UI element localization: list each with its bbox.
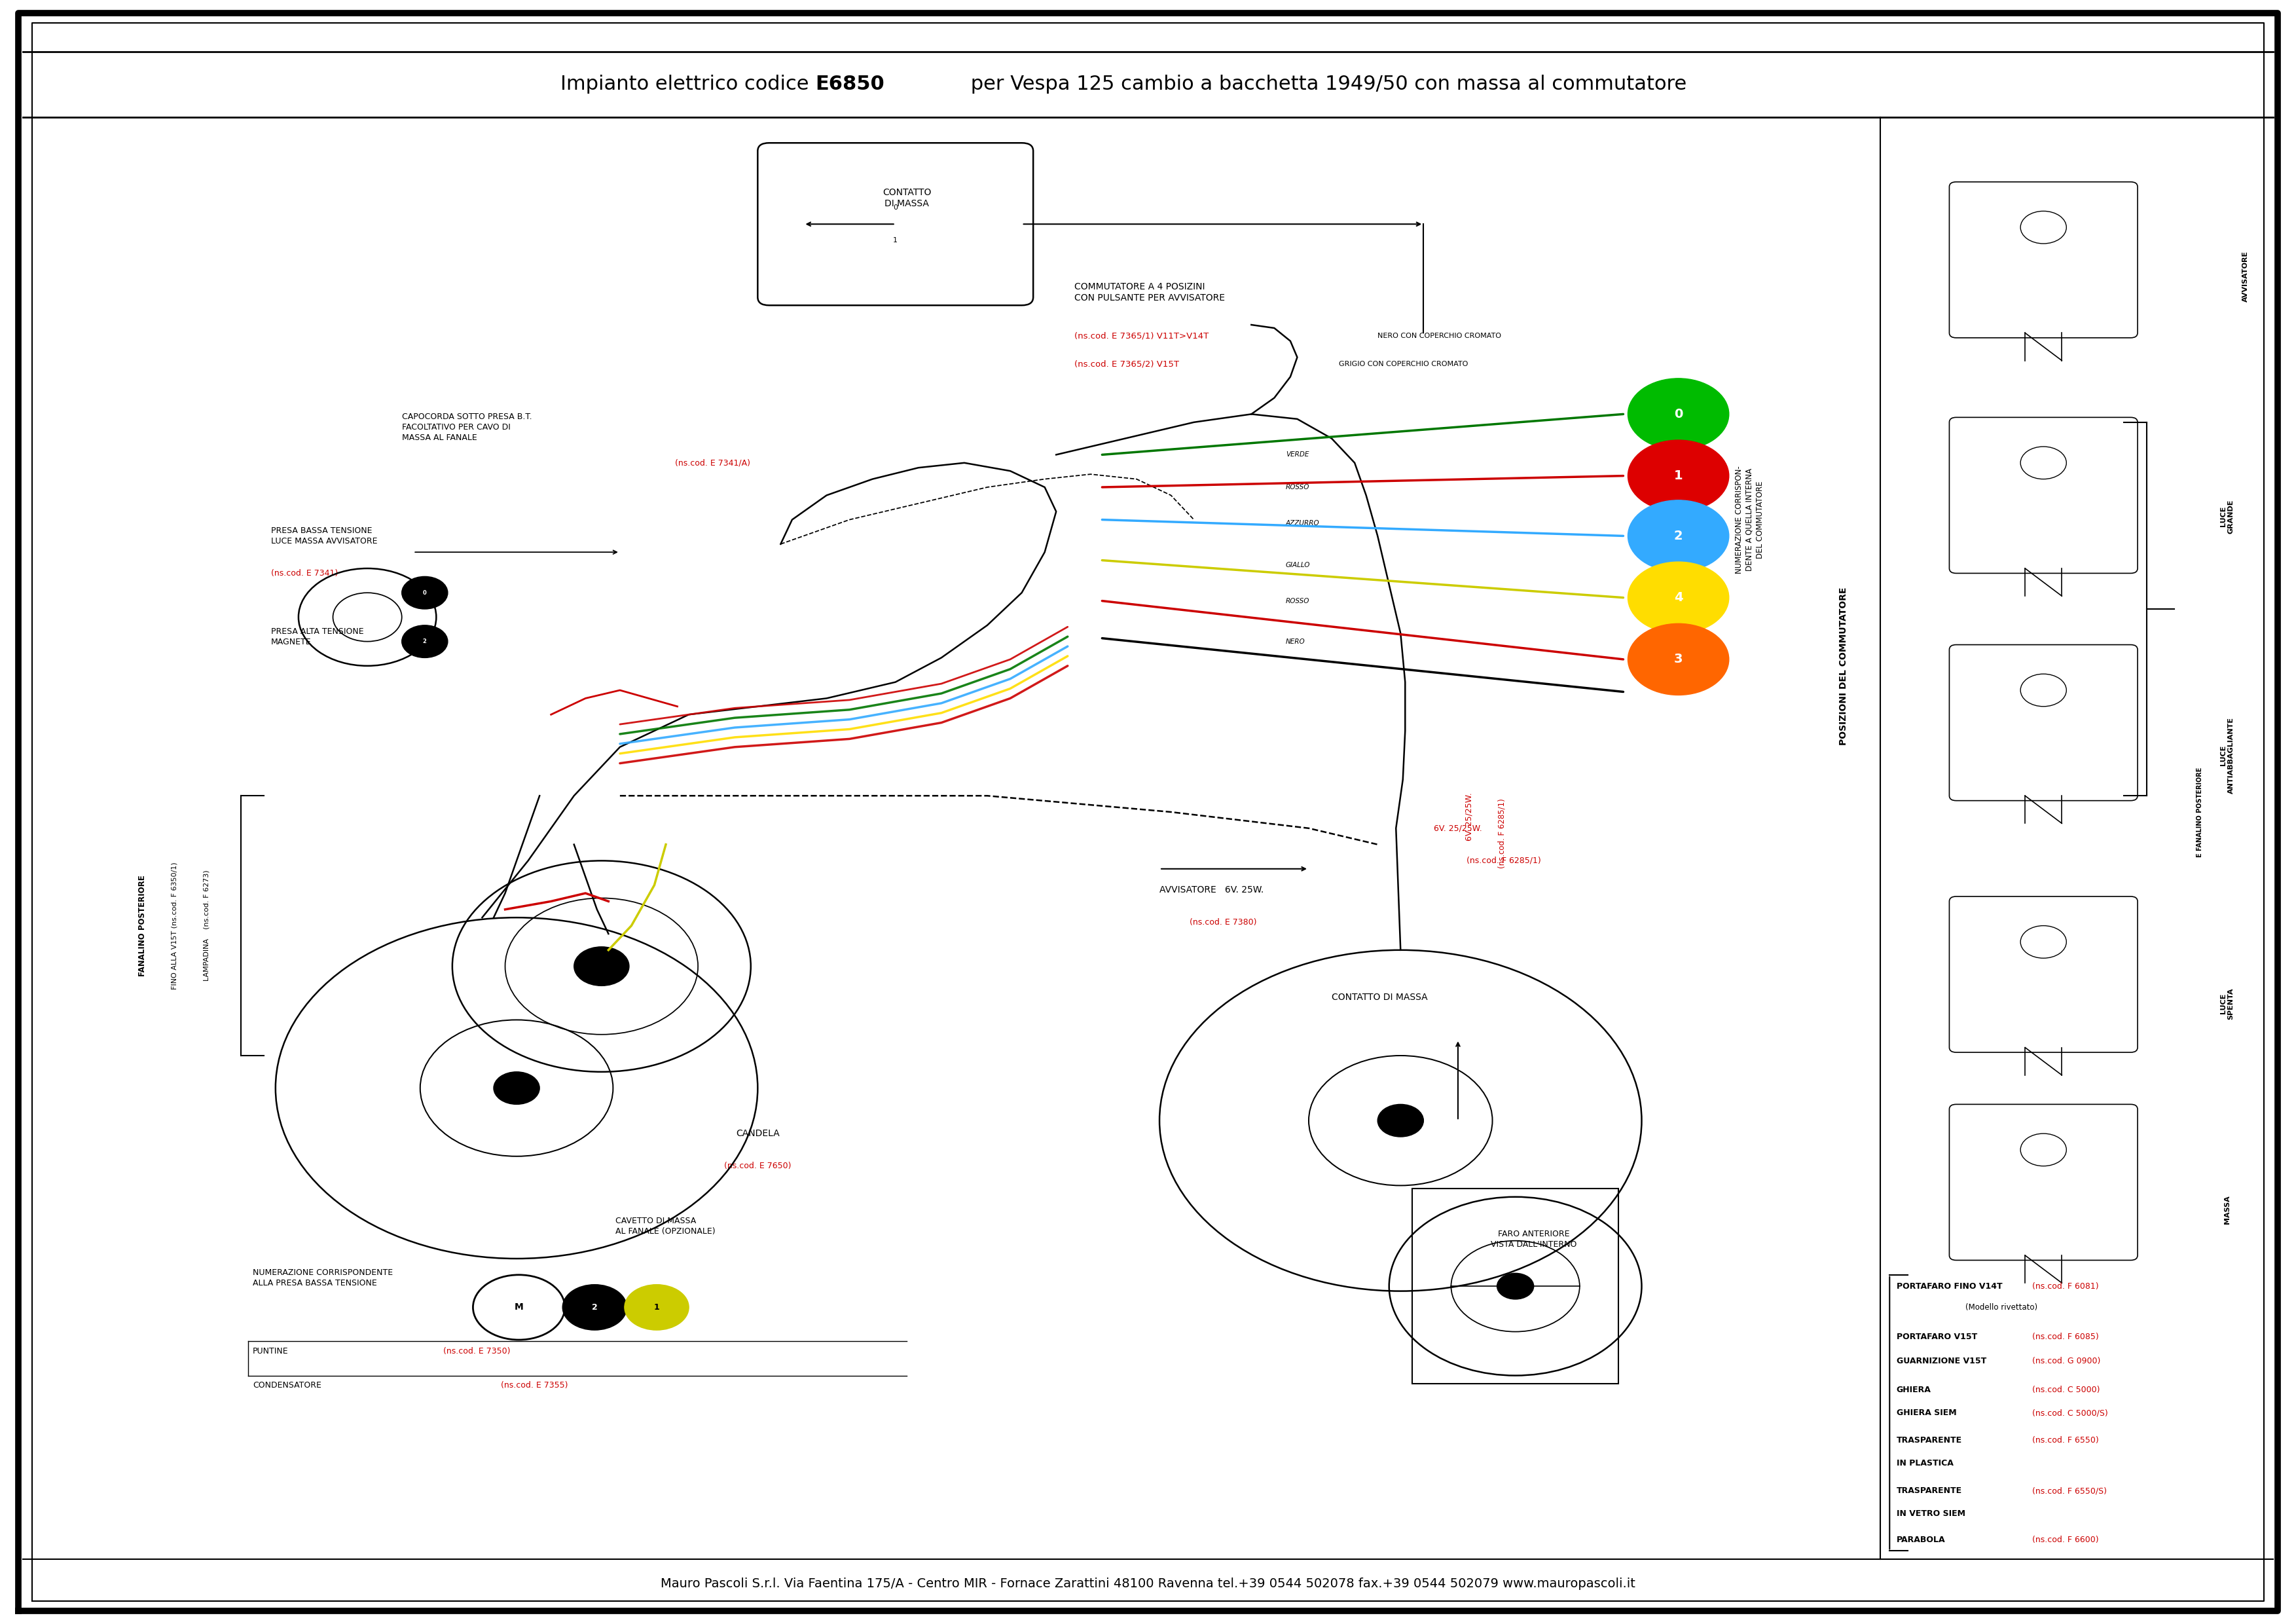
Text: PORTAFARO FINO V14T: PORTAFARO FINO V14T (1896, 1281, 2002, 1291)
Text: AZZURRO: AZZURRO (1286, 520, 1320, 526)
Text: (ns.cod. F 6285/1): (ns.cod. F 6285/1) (1467, 856, 1541, 866)
Text: TRASPARENTE: TRASPARENTE (1896, 1436, 1963, 1445)
Text: (ns.cod. E 7350): (ns.cod. E 7350) (443, 1346, 510, 1356)
Text: AVVISATORE: AVVISATORE (2243, 250, 2248, 302)
Text: (ns.cod. F 6550/S): (ns.cod. F 6550/S) (2032, 1486, 2108, 1496)
Text: (ns.cod. E 7355): (ns.cod. E 7355) (501, 1380, 567, 1390)
Text: ROSSO: ROSSO (1286, 484, 1309, 490)
Text: (ns.cod. F 6081): (ns.cod. F 6081) (2032, 1281, 2099, 1291)
Circle shape (1628, 440, 1729, 512)
Text: 3: 3 (1674, 653, 1683, 666)
Text: (ns.cod. E 7380): (ns.cod. E 7380) (1189, 918, 1256, 927)
Text: CONTATTO
DI MASSA: CONTATTO DI MASSA (882, 188, 932, 208)
Text: (ns.cod. C 5000): (ns.cod. C 5000) (2032, 1385, 2101, 1395)
Text: PUNTINE: PUNTINE (253, 1346, 289, 1356)
Text: GRIGIO CON COPERCHIO CROMATO: GRIGIO CON COPERCHIO CROMATO (1339, 361, 1467, 367)
Text: GHIERA SIEM: GHIERA SIEM (1896, 1408, 1956, 1418)
Text: PRESA ALTA TENSIONE
MAGNETE: PRESA ALTA TENSIONE MAGNETE (271, 627, 363, 646)
Text: (ns.cod. F 6285/1): (ns.cod. F 6285/1) (1497, 797, 1506, 869)
Circle shape (1378, 1104, 1424, 1137)
Text: (ns.cod. E 7650): (ns.cod. E 7650) (723, 1161, 792, 1171)
Text: GUARNIZIONE V15T: GUARNIZIONE V15T (1896, 1356, 1986, 1366)
Circle shape (1628, 378, 1729, 450)
Text: CANDELA: CANDELA (735, 1129, 781, 1138)
Text: 0: 0 (1674, 408, 1683, 421)
Circle shape (1628, 624, 1729, 695)
Text: LUCE
ANTIABBAGLIANTE: LUCE ANTIABBAGLIANTE (2220, 716, 2234, 794)
Text: NUMERAZIONE CORRISPONDENTE
ALLA PRESA BASSA TENSIONE: NUMERAZIONE CORRISPONDENTE ALLA PRESA BA… (253, 1268, 393, 1288)
Text: 0: 0 (422, 590, 427, 596)
Text: LUCE
SPENTA: LUCE SPENTA (2220, 987, 2234, 1020)
Circle shape (402, 577, 448, 609)
Text: (ns.cod. F 6085): (ns.cod. F 6085) (2032, 1332, 2099, 1341)
Text: 6V. 25/25W.: 6V. 25/25W. (1465, 793, 1474, 841)
Text: NUMERAZIONE CORRISPON-
DENTE A QUELLA INTERNA
DEL COMMUTATORE: NUMERAZIONE CORRISPON- DENTE A QUELLA IN… (1736, 466, 1763, 573)
Text: 0: 0 (893, 205, 898, 211)
Text: LAMPADINA    (ns.cod. F 6273): LAMPADINA (ns.cod. F 6273) (204, 870, 209, 981)
Text: Impianto elettrico codice: Impianto elettrico codice (560, 75, 815, 94)
Text: 6V. 25/25W.: 6V. 25/25W. (1433, 823, 1483, 833)
Text: 1: 1 (893, 237, 898, 244)
Circle shape (1497, 1273, 1534, 1299)
Circle shape (402, 625, 448, 658)
Text: 2: 2 (422, 638, 427, 645)
Circle shape (1628, 562, 1729, 633)
Text: CAVETTO DI MASSA
AL FANALE (OPZIONALE): CAVETTO DI MASSA AL FANALE (OPZIONALE) (615, 1216, 716, 1236)
Text: POSIZIONI DEL COMMUTATORE: POSIZIONI DEL COMMUTATORE (1839, 586, 1848, 745)
Text: (ns.cod. G 0900): (ns.cod. G 0900) (2032, 1356, 2101, 1366)
Text: NERO: NERO (1286, 638, 1304, 645)
Circle shape (563, 1285, 627, 1330)
Circle shape (625, 1285, 689, 1330)
Text: (ns.cod. C 5000/S): (ns.cod. C 5000/S) (2032, 1408, 2108, 1418)
Text: (ns.cod. F 6600): (ns.cod. F 6600) (2032, 1535, 2099, 1544)
Text: E6850: E6850 (815, 75, 884, 94)
Text: GHIERA: GHIERA (1896, 1385, 1931, 1395)
Text: COMMUTATORE A 4 POSIZINI
CON PULSANTE PER AVVISATORE: COMMUTATORE A 4 POSIZINI CON PULSANTE PE… (1075, 283, 1226, 302)
Text: (ns.cod. E 7341/A): (ns.cod. E 7341/A) (675, 458, 751, 468)
Text: IN PLASTICA: IN PLASTICA (1896, 1458, 1954, 1468)
Text: 2: 2 (1674, 529, 1683, 542)
Text: ROSSO: ROSSO (1286, 598, 1309, 604)
Circle shape (494, 1072, 540, 1104)
Text: MASSA: MASSA (2225, 1195, 2229, 1224)
Text: CONDENSATORE: CONDENSATORE (253, 1380, 321, 1390)
Text: VERDE: VERDE (1286, 451, 1309, 458)
Circle shape (574, 947, 629, 986)
Text: (ns.cod. E 7341): (ns.cod. E 7341) (271, 568, 338, 578)
Text: TRASPARENTE: TRASPARENTE (1896, 1486, 1963, 1496)
Text: FINO ALLA V15T (ns.cod. F 6350/1): FINO ALLA V15T (ns.cod. F 6350/1) (172, 862, 177, 989)
Text: 2: 2 (592, 1302, 597, 1312)
Text: GIALLO: GIALLO (1286, 562, 1311, 568)
Text: 4: 4 (1674, 591, 1683, 604)
Text: PORTAFARO V15T: PORTAFARO V15T (1896, 1332, 1977, 1341)
Text: PARABOLA: PARABOLA (1896, 1535, 1945, 1544)
Text: Mauro Pascoli S.r.l. Via Faentina 175/A - Centro MIR - Fornace Zarattini 48100 R: Mauro Pascoli S.r.l. Via Faentina 175/A … (661, 1577, 1635, 1590)
Text: CONTATTO DI MASSA: CONTATTO DI MASSA (1332, 992, 1428, 1002)
Text: (ns.cod. E 7365/2) V15T: (ns.cod. E 7365/2) V15T (1075, 359, 1180, 369)
Text: E FANALINO POSTERIORE: E FANALINO POSTERIORE (2197, 767, 2202, 857)
Text: (ns.cod. F 6550): (ns.cod. F 6550) (2032, 1436, 2099, 1445)
Text: per Vespa 125 cambio a bacchetta 1949/50 con massa al commutatore: per Vespa 125 cambio a bacchetta 1949/50… (964, 75, 1688, 94)
Text: AVVISATORE   6V. 25W.: AVVISATORE 6V. 25W. (1159, 885, 1263, 895)
Text: PRESA BASSA TENSIONE
LUCE MASSA AVVISATORE: PRESA BASSA TENSIONE LUCE MASSA AVVISATO… (271, 526, 377, 546)
Text: NERO CON COPERCHIO CROMATO: NERO CON COPERCHIO CROMATO (1378, 333, 1502, 339)
Text: CAPOCORDA SOTTO PRESA B.T.
FACOLTATIVO PER CAVO DI
MASSA AL FANALE: CAPOCORDA SOTTO PRESA B.T. FACOLTATIVO P… (402, 412, 533, 442)
Text: (ns.cod. E 7365/1) V11T>V14T: (ns.cod. E 7365/1) V11T>V14T (1075, 331, 1210, 341)
Text: IN VETRO SIEM: IN VETRO SIEM (1896, 1509, 1965, 1518)
Circle shape (1628, 500, 1729, 572)
Text: FARO ANTERIORE
VISTA DALL'INTERNO: FARO ANTERIORE VISTA DALL'INTERNO (1490, 1229, 1577, 1249)
Text: 1: 1 (654, 1302, 659, 1312)
Text: LUCE
GRANDE: LUCE GRANDE (2220, 499, 2234, 534)
Text: 1: 1 (1674, 469, 1683, 482)
Text: FANALINO POSTERIORE: FANALINO POSTERIORE (138, 875, 147, 976)
Text: (Modello rivettato): (Modello rivettato) (1965, 1302, 2037, 1312)
Text: M: M (514, 1302, 523, 1312)
